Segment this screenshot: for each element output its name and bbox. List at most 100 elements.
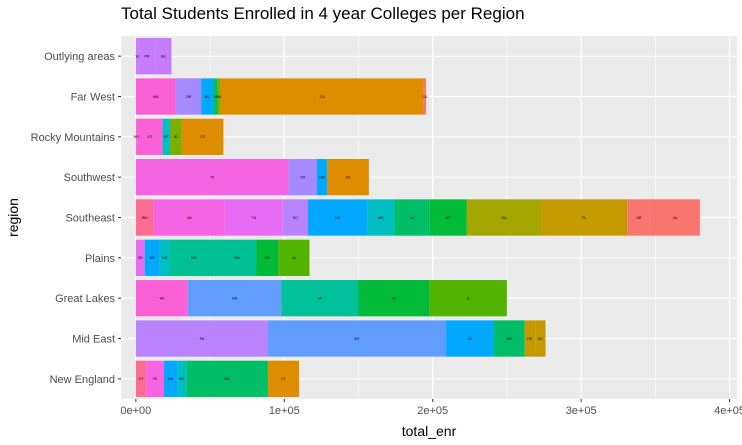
x-axis-tick-labels: 0e+00 1e+05 2e+05 3e+05 4e+05 bbox=[120, 399, 742, 417]
segment-label: KS bbox=[265, 256, 270, 260]
segment-labels: VI PR GU WA OR NV HI AK CA CA WY UT MT ID CO TX OK NM AZ WV… bbox=[134, 54, 678, 381]
bar-segment bbox=[267, 360, 300, 397]
x-tick-label: 2e+05 bbox=[417, 405, 448, 417]
segment-label: HI bbox=[213, 95, 217, 99]
segment-label: NE bbox=[150, 256, 156, 260]
bar-segment bbox=[159, 239, 170, 276]
y-axis-title: region bbox=[5, 198, 21, 237]
segment-label: LA bbox=[410, 216, 415, 220]
segment-label: TX bbox=[210, 175, 215, 179]
segment-label: VA bbox=[187, 216, 192, 220]
segment-label: CO bbox=[200, 135, 206, 139]
bar-segment bbox=[164, 360, 178, 397]
segment-label: CT bbox=[281, 377, 287, 381]
bar-segment bbox=[524, 320, 536, 357]
bar-segment bbox=[358, 280, 430, 317]
segment-label: AK bbox=[217, 95, 222, 99]
y-tick-label: Outlying areas bbox=[44, 51, 115, 63]
bar-segment bbox=[267, 320, 447, 357]
bar-segment bbox=[135, 38, 139, 75]
segment-label: AZ bbox=[346, 175, 351, 179]
segment-label: NM bbox=[319, 175, 325, 179]
x-tick-label: 0e+00 bbox=[120, 405, 151, 417]
segment-label: OH bbox=[232, 296, 238, 300]
y-tick-label: Far West bbox=[71, 92, 115, 104]
y-tick-label: Southwest bbox=[64, 172, 115, 184]
x-axis-title: total_enr bbox=[402, 423, 457, 439]
bar-segment bbox=[282, 199, 309, 236]
segment-label: GU bbox=[161, 54, 167, 58]
bar-layer bbox=[135, 38, 700, 397]
segment-label: NV bbox=[205, 95, 211, 99]
segment-label: WY bbox=[134, 135, 140, 139]
segment-label: MS bbox=[378, 216, 384, 220]
segment-label: SC bbox=[293, 216, 298, 220]
segment-label: PR bbox=[144, 54, 149, 58]
bar-segment bbox=[201, 78, 214, 115]
bar-segment bbox=[466, 199, 542, 236]
bar-segment bbox=[162, 118, 170, 155]
bar-segment bbox=[281, 280, 359, 317]
segment-label: UT bbox=[148, 135, 154, 139]
bar-segment bbox=[186, 360, 268, 397]
segment-label: ID bbox=[174, 135, 178, 139]
bar-segment bbox=[429, 280, 507, 317]
segment-label: PA bbox=[200, 337, 205, 341]
segment-label: NH bbox=[168, 377, 174, 381]
segment-label: SD bbox=[138, 256, 143, 260]
bar-segment bbox=[144, 239, 160, 276]
segment-label: MA bbox=[224, 377, 230, 381]
bar-segment bbox=[135, 199, 154, 236]
bar-segment bbox=[256, 239, 279, 276]
segment-label: MT bbox=[164, 135, 170, 139]
y-tick-label: Plains bbox=[85, 253, 115, 265]
segment-label: VT bbox=[139, 377, 144, 381]
y-tick-label: New England bbox=[50, 374, 115, 386]
segment-label: VI bbox=[136, 54, 139, 58]
y-tick-label: Great Lakes bbox=[55, 293, 115, 305]
y-tick-label: Mid East bbox=[72, 334, 115, 346]
chart-title: Total Students Enrolled in 4 year Colleg… bbox=[121, 4, 525, 23]
segment-label: KY bbox=[446, 216, 451, 220]
bar-segment bbox=[169, 118, 182, 155]
bar-segment bbox=[423, 78, 427, 115]
bar-segment bbox=[327, 159, 369, 196]
segment-label: NY bbox=[355, 337, 361, 341]
bar-segment bbox=[316, 159, 328, 196]
bar-segment bbox=[213, 78, 218, 115]
segment-label: NC bbox=[335, 216, 341, 220]
bar-segment bbox=[541, 199, 628, 236]
segment-label: CA bbox=[320, 95, 326, 99]
segment-label: WA bbox=[153, 95, 159, 99]
segment-label: MN bbox=[234, 256, 240, 260]
bar-segment bbox=[135, 280, 188, 317]
bar-segment bbox=[153, 199, 225, 236]
segment-label: DE bbox=[527, 337, 533, 341]
x-tick-label: 3e+05 bbox=[566, 405, 597, 417]
bar-segment bbox=[288, 159, 317, 196]
segment-label: OK bbox=[300, 175, 306, 179]
segment-label: ME bbox=[179, 377, 185, 381]
bar-segment bbox=[217, 78, 221, 115]
bar-segment bbox=[138, 38, 156, 75]
bar-segment bbox=[429, 199, 467, 236]
bar-segment bbox=[155, 38, 172, 75]
bar-segment bbox=[135, 360, 147, 397]
segment-label: WI bbox=[160, 296, 164, 300]
segment-label: NJ bbox=[468, 337, 473, 341]
bar-segment bbox=[135, 239, 145, 276]
bar-segment bbox=[220, 78, 424, 115]
segment-label: OR bbox=[186, 95, 192, 99]
bar-segment bbox=[181, 118, 224, 155]
bar-segment bbox=[627, 199, 651, 236]
bar-segment bbox=[446, 320, 494, 357]
bar-segment bbox=[224, 199, 283, 236]
bar-segment bbox=[135, 118, 138, 155]
segment-label: IA bbox=[292, 256, 296, 260]
segment-label: IL bbox=[467, 296, 470, 300]
segment-label: MO bbox=[191, 256, 197, 260]
bar-segment bbox=[217, 239, 257, 276]
bar-segment bbox=[135, 159, 289, 196]
segment-label: DC bbox=[538, 337, 544, 341]
segment-label: GA bbox=[501, 216, 507, 220]
